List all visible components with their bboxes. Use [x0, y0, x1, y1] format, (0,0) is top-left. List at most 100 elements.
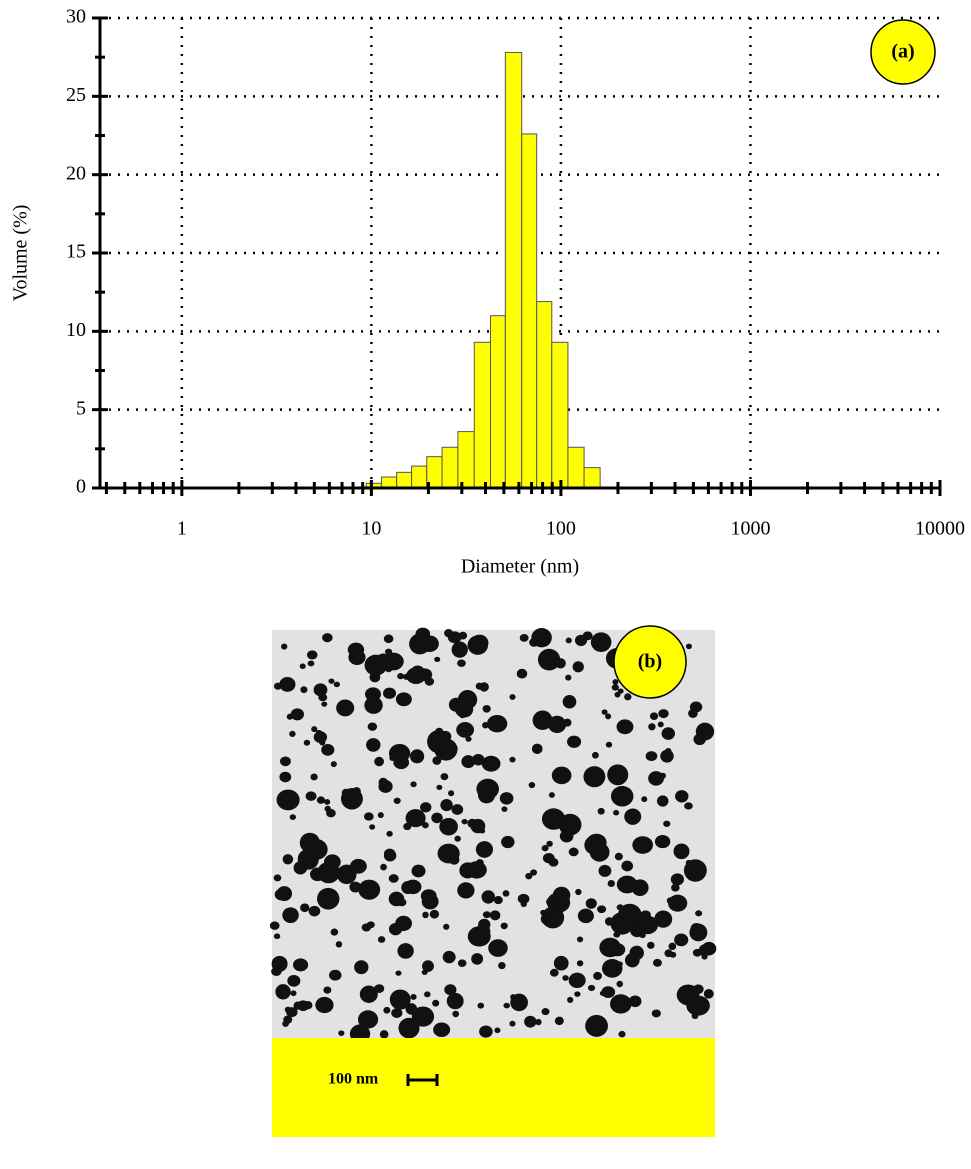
particle: [364, 696, 383, 714]
particle: [482, 911, 491, 919]
particle: [357, 1010, 379, 1029]
panel-label: (b): [638, 651, 662, 673]
particle: [354, 960, 369, 975]
y-axis-label: Volume (%): [10, 205, 32, 302]
particle: [466, 861, 487, 879]
particle: [364, 654, 388, 676]
particle: [443, 923, 450, 930]
particle: [616, 980, 624, 988]
x-tick-label: 10000: [915, 518, 965, 540]
particle: [374, 756, 384, 767]
bar: [567, 446, 585, 489]
particle: [281, 643, 288, 650]
particle: [290, 708, 305, 721]
y-tick-label: 15: [66, 241, 86, 263]
particle: [470, 818, 486, 834]
particle: [299, 663, 306, 670]
particle: [432, 999, 440, 1007]
particle: [552, 886, 571, 904]
particle: [287, 974, 301, 987]
particle: [336, 699, 355, 717]
particle: [582, 631, 593, 641]
particle: [446, 743, 458, 755]
particle: [562, 975, 569, 981]
particle: [383, 634, 394, 644]
particle: [607, 764, 629, 786]
particle: [593, 971, 602, 981]
particle: [388, 922, 403, 936]
particle: [607, 879, 615, 888]
particle: [410, 781, 417, 788]
particle: [567, 996, 574, 1003]
particle: [617, 688, 624, 694]
particle: [431, 812, 443, 824]
particle: [488, 939, 508, 957]
particle: [417, 668, 433, 681]
particle: [525, 872, 533, 880]
particle: [347, 642, 365, 657]
particle: [457, 959, 467, 967]
particle: [548, 792, 555, 798]
particle: [377, 936, 386, 943]
particle: [397, 943, 414, 959]
particle: [321, 743, 335, 756]
particle: [585, 1014, 608, 1037]
particle: [502, 890, 510, 897]
particle: [361, 923, 372, 932]
particle: [598, 864, 612, 877]
particle: [481, 755, 501, 772]
particle: [461, 818, 468, 825]
particle: [470, 634, 489, 652]
particle: [436, 784, 443, 790]
particle: [616, 719, 634, 735]
particle: [628, 995, 642, 1008]
particle: [601, 709, 608, 715]
particle: [303, 739, 311, 746]
particle: [439, 817, 458, 836]
particle: [403, 822, 412, 831]
particle: [393, 797, 401, 804]
particle: [305, 791, 317, 801]
particle: [587, 984, 596, 992]
particle: [657, 721, 664, 728]
particle: [689, 923, 708, 942]
particle: [324, 799, 331, 805]
x-tick-label: 10: [361, 518, 381, 540]
particle: [465, 761, 474, 768]
particle: [684, 802, 693, 810]
particle: [330, 928, 339, 936]
particle: [614, 852, 623, 861]
particle: [501, 835, 515, 849]
particle: [501, 806, 508, 812]
particle: [565, 637, 572, 644]
particle: [530, 869, 538, 876]
particle: [328, 969, 342, 981]
particle: [269, 921, 280, 930]
y-tick-label: 10: [66, 319, 86, 341]
particle: [448, 854, 460, 865]
particle: [597, 905, 607, 914]
image-background: [272, 630, 715, 1038]
particle: [540, 913, 552, 925]
particle: [293, 958, 309, 972]
particle: [363, 812, 374, 821]
bar: [380, 476, 398, 489]
y-tick-label: 25: [66, 84, 86, 106]
particle: [433, 1022, 451, 1037]
particle: [411, 864, 426, 878]
particle: [282, 1020, 289, 1027]
particle: [648, 771, 664, 786]
particle: [576, 936, 584, 943]
particle: [404, 879, 422, 895]
particle: [290, 990, 297, 997]
particle: [438, 730, 452, 742]
particle: [424, 991, 431, 998]
particle: [316, 796, 326, 804]
particle: [405, 809, 426, 828]
particle: [410, 994, 417, 1000]
particle: [553, 955, 569, 971]
particle: [617, 903, 642, 927]
particle: [610, 785, 634, 807]
particle: [284, 1006, 292, 1013]
particle: [489, 910, 501, 921]
